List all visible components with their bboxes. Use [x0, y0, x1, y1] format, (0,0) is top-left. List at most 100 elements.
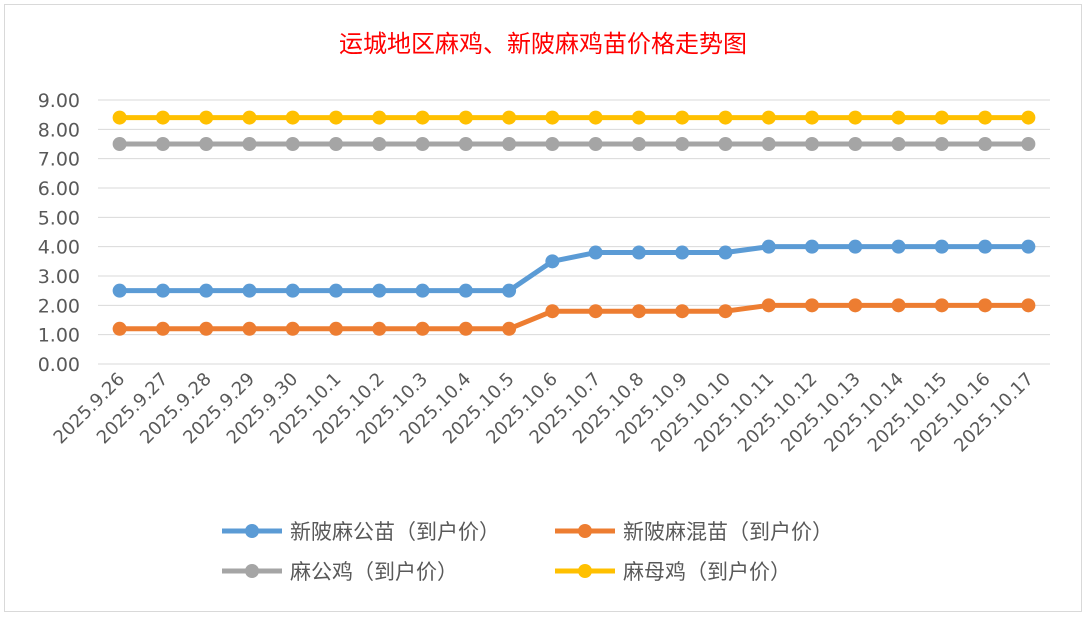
data-point [631, 304, 646, 319]
data-point [718, 137, 733, 151]
data-point [675, 137, 690, 151]
data-point [502, 137, 517, 151]
data-point [978, 298, 993, 313]
data-point [1021, 110, 1036, 125]
data-point [112, 137, 127, 151]
legend-marker [578, 524, 592, 538]
data-point [372, 321, 387, 336]
data-point [891, 110, 906, 125]
y-tick-label: 1.00 [38, 325, 80, 347]
data-point [372, 137, 387, 151]
data-point [1021, 239, 1036, 254]
y-tick-label: 8.00 [38, 119, 80, 141]
data-point [588, 245, 603, 260]
data-point [718, 304, 733, 319]
data-point [718, 245, 733, 260]
data-point [545, 254, 560, 269]
data-point [155, 110, 170, 125]
chart-title: 运城地区麻鸡、新陂麻鸡苗价格走势图 [339, 30, 747, 58]
data-point [329, 110, 343, 125]
data-point [329, 137, 343, 151]
data-point [718, 110, 733, 125]
data-point [934, 110, 949, 125]
data-point [155, 283, 170, 298]
data-point [848, 137, 863, 151]
data-point [502, 283, 517, 298]
data-point [372, 283, 387, 298]
data-point [761, 137, 776, 151]
data-point [978, 239, 993, 254]
data-point [112, 110, 127, 125]
data-point [329, 321, 343, 336]
data-point [502, 110, 517, 125]
data-point [415, 283, 430, 298]
legend-marker [245, 524, 259, 538]
y-tick-label: 4.00 [38, 237, 80, 259]
data-point [805, 137, 819, 151]
data-point [329, 283, 343, 298]
data-point [458, 321, 473, 336]
data-point [242, 321, 257, 336]
data-point [458, 110, 473, 125]
data-point [242, 137, 257, 151]
data-point [199, 321, 214, 336]
data-point [199, 283, 214, 298]
data-point [805, 239, 819, 254]
data-point [805, 110, 819, 125]
data-point [675, 110, 690, 125]
legend-label: 麻公鸡（到户价） [290, 560, 458, 584]
data-point [155, 137, 170, 151]
data-point [242, 283, 257, 298]
data-point [805, 298, 819, 313]
data-point [631, 245, 646, 260]
data-point [545, 110, 560, 125]
data-point [761, 239, 776, 254]
data-point [891, 239, 906, 254]
data-point [458, 137, 473, 151]
y-tick-label: 5.00 [38, 207, 80, 229]
data-point [502, 321, 517, 336]
data-point [891, 298, 906, 313]
data-point [934, 239, 949, 254]
legend-marker [245, 564, 259, 578]
data-point [1021, 137, 1036, 151]
data-point [848, 110, 863, 125]
data-point [285, 283, 300, 298]
y-tick-label: 0.00 [38, 354, 80, 376]
data-point [675, 245, 690, 260]
legend-marker [578, 564, 592, 578]
y-tick-label: 6.00 [38, 178, 80, 200]
data-point [761, 298, 776, 313]
data-point [285, 137, 300, 151]
data-point [242, 110, 257, 125]
data-point [372, 110, 387, 125]
y-tick-label: 3.00 [38, 266, 80, 288]
data-point [285, 110, 300, 125]
data-point [285, 321, 300, 336]
data-point [545, 137, 560, 151]
data-point [199, 137, 214, 151]
data-point [415, 321, 430, 336]
y-tick-label: 2.00 [38, 295, 80, 317]
data-point [848, 298, 863, 313]
legend-label: 新陂麻混苗（到户价） [623, 520, 833, 544]
data-point [934, 137, 949, 151]
data-point [458, 283, 473, 298]
data-point [891, 137, 906, 151]
data-point [155, 321, 170, 336]
data-point [588, 304, 603, 319]
y-tick-label: 7.00 [38, 149, 80, 171]
data-point [415, 110, 430, 125]
data-point [545, 304, 560, 319]
data-point [1021, 298, 1036, 313]
data-point [415, 137, 430, 151]
chart-area [4, 4, 1082, 612]
data-point [199, 110, 214, 125]
data-point [978, 110, 993, 125]
legend-label: 新陂麻公苗（到户价） [290, 520, 500, 544]
data-point [631, 110, 646, 125]
data-point [848, 239, 863, 254]
data-point [761, 110, 776, 125]
legend-label: 麻母鸡（到户价） [623, 560, 791, 584]
